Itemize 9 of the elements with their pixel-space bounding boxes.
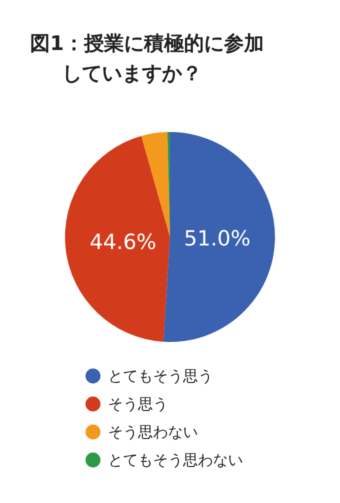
data-label: 44.6%: [90, 230, 156, 254]
pie-slice: [163, 132, 275, 342]
data-label: 51.0%: [184, 226, 251, 250]
legend-label: とてもそう思う: [108, 367, 213, 385]
legend-label: そう思わない: [108, 423, 198, 441]
legend-label: そう思う: [108, 395, 168, 413]
pie-slice: [65, 136, 170, 342]
chart-title: 図1：授業に積極的に参加していますか？: [30, 31, 264, 85]
legend-label: とてもそう思わない: [108, 451, 243, 469]
